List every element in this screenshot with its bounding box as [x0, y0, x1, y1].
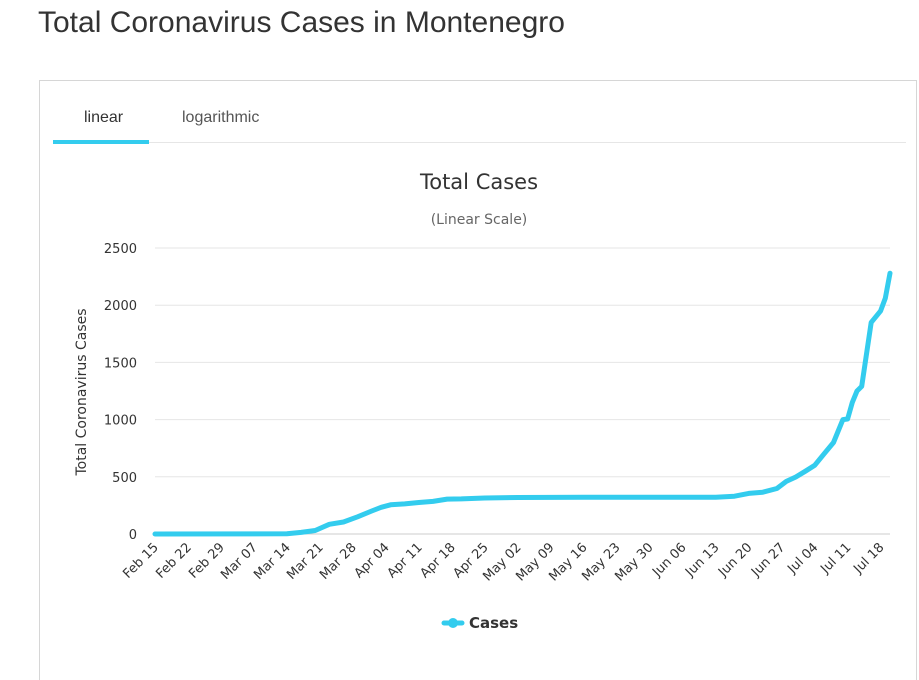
x-tick-label: Apr 04	[352, 540, 393, 581]
y-axis-label: Total Coronavirus Cases	[74, 308, 90, 476]
active-tab-indicator	[53, 140, 149, 144]
tab-linear[interactable]: linear	[84, 109, 124, 126]
tab-logarithmic[interactable]: logarithmic	[182, 109, 260, 126]
x-tick-label: Jun 06	[649, 540, 689, 580]
x-tick-label: Apr 11	[385, 540, 426, 581]
y-tick-label: 0	[129, 528, 137, 543]
x-tick-label: Jul 18	[850, 540, 887, 577]
x-tick-label: Feb 22	[153, 540, 195, 582]
chart-title: Total Cases	[419, 170, 538, 194]
x-tick-label: Jun 20	[715, 540, 755, 580]
legend[interactable]: Cases	[441, 614, 518, 632]
grid-layer	[155, 247, 890, 535]
series-layer	[152, 270, 893, 537]
x-tick-label: Jul 11	[817, 540, 854, 577]
x-tick-label: Jul 04	[784, 540, 821, 577]
scale-tabs: linear logarithmic	[53, 81, 906, 144]
x-tick-label: Feb 15	[120, 540, 162, 582]
y-tick-label: 1000	[104, 414, 137, 429]
y-tick-label: 2000	[104, 299, 137, 314]
chart-panel: linear logarithmic	[39, 80, 917, 680]
chart-subtitle: (Linear Scale)	[431, 212, 528, 228]
series-line-cases[interactable]	[152, 270, 893, 537]
page-title: Total Coronavirus Cases in Montenegro	[38, 6, 565, 39]
x-tick-label: Jun 13	[682, 540, 722, 580]
legend-label: Cases	[469, 614, 518, 632]
x-tick-label: Jun 27	[748, 540, 788, 580]
x-tick-label: Mar 28	[317, 540, 360, 583]
y-tick-label: 2500	[104, 242, 137, 257]
legend-marker-icon	[448, 618, 458, 628]
y-tick-label: 1500	[104, 356, 137, 371]
y-axis-ticks: 0 500 1000 1500 2000 2500	[104, 242, 137, 543]
x-tick-label: Apr 18	[418, 540, 459, 581]
y-tick-label: 500	[112, 471, 137, 486]
